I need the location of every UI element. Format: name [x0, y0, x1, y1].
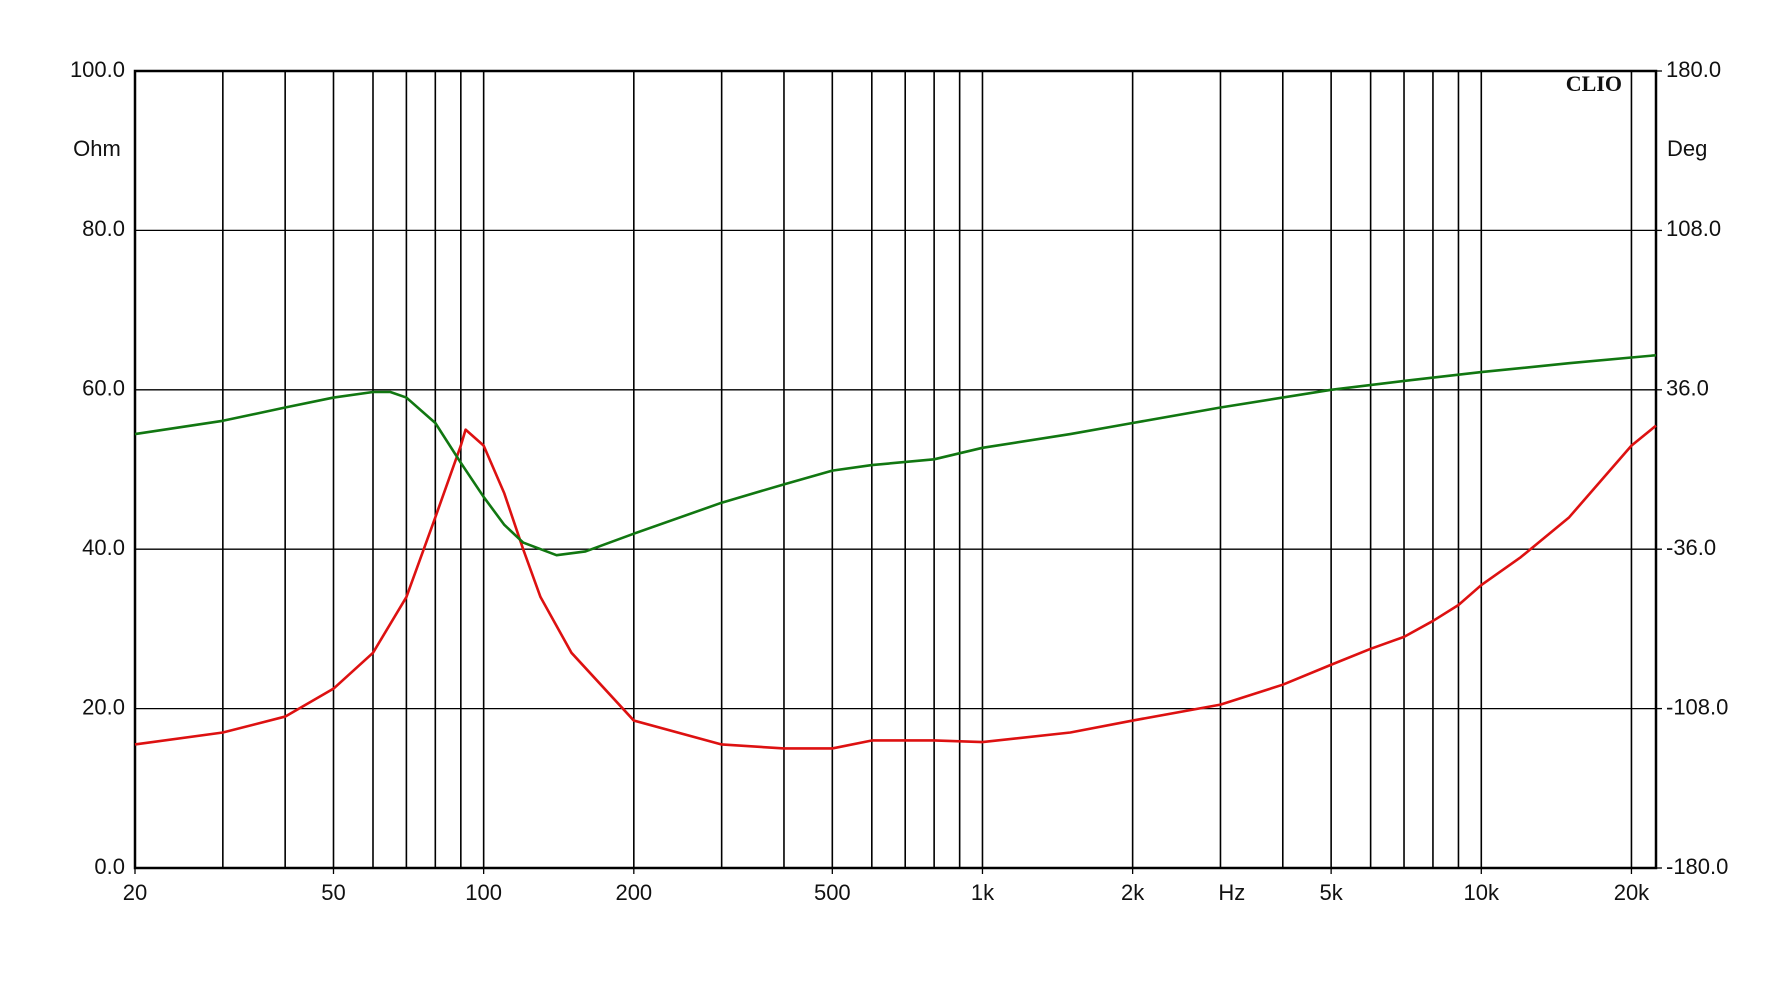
y2-tick-label: 36.0 — [1666, 376, 1709, 401]
y-tick-label: 80.0 — [82, 216, 125, 241]
x-tick-label: 100 — [465, 880, 502, 905]
brand-label: CLIO — [1566, 71, 1622, 96]
x-tick-label: 500 — [814, 880, 851, 905]
y2-tick-label: 108.0 — [1666, 216, 1721, 241]
y2-tick-label: -180.0 — [1666, 854, 1728, 879]
x-tick-label: 20k — [1614, 880, 1650, 905]
y2-axis-label: Deg — [1667, 136, 1707, 161]
y-axis-label: Ohm — [73, 136, 121, 161]
y2-tick-label: -36.0 — [1666, 535, 1716, 560]
x-tick-label: 20 — [123, 880, 147, 905]
x-tick-label: 5k — [1320, 880, 1344, 905]
y-tick-label: 60.0 — [82, 376, 125, 401]
x-tick-label: 200 — [615, 880, 652, 905]
series-line — [134, 424, 1657, 750]
x-axis-label: Hz — [1218, 880, 1245, 905]
y-tick-label: 0.0 — [94, 854, 125, 879]
y-tick-label: 100.0 — [70, 57, 125, 82]
plot-frame — [133, 69, 1658, 870]
y2-tick-label: -108.0 — [1666, 694, 1728, 719]
x-tick-label: 10k — [1464, 880, 1500, 905]
x-tick-label: 1k — [971, 880, 995, 905]
y-tick-label: 40.0 — [82, 535, 125, 560]
y-tick-label: 20.0 — [82, 694, 125, 719]
x-tick-label: 2k — [1121, 880, 1145, 905]
y2-tick-label: 180.0 — [1666, 57, 1721, 82]
x-tick-label: 50 — [321, 880, 345, 905]
series-line — [134, 353, 1657, 557]
